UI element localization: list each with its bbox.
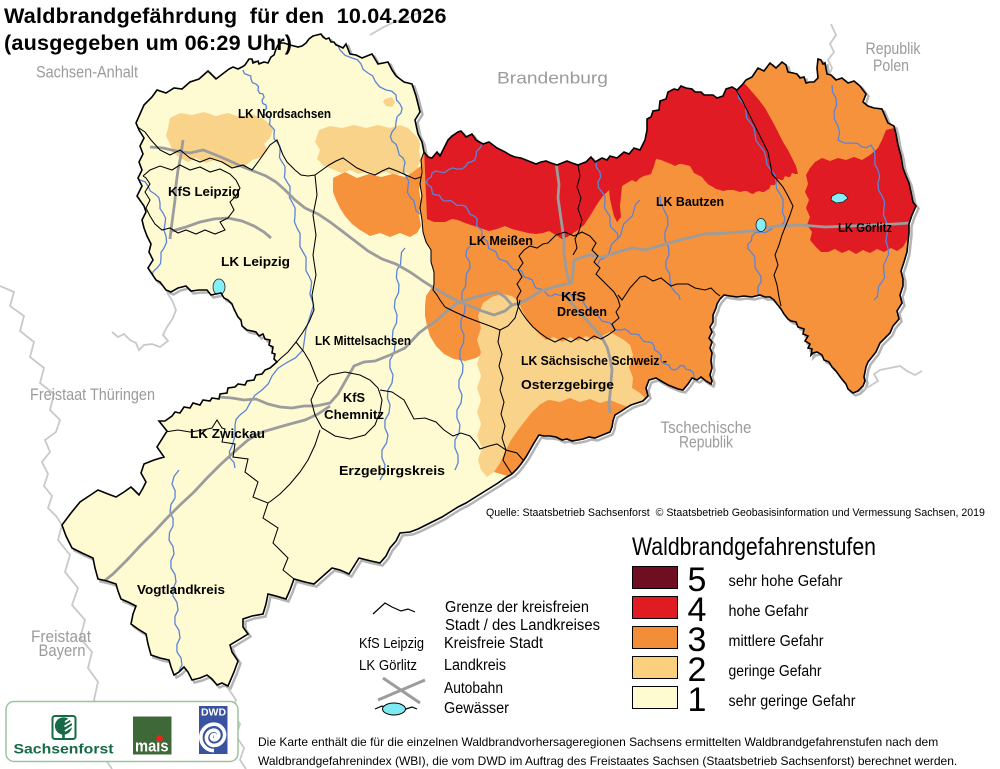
svg-text:Osterzgebirge: Osterzgebirge	[521, 377, 614, 392]
svg-text:Erzgebirgskreis: Erzgebirgskreis	[339, 463, 445, 478]
svg-text:LK Nordsachsen: LK Nordsachsen	[238, 106, 331, 121]
svg-text:Sachsenforst: Sachsenforst	[14, 742, 115, 757]
svg-text:sehr hohe Gefahr: sehr hohe Gefahr	[729, 573, 843, 590]
svg-text:Republik: Republik	[866, 39, 921, 58]
svg-text:Bayern: Bayern	[39, 641, 86, 660]
svg-text:3: 3	[688, 621, 707, 659]
svg-text:Freistaat: Freistaat	[31, 627, 91, 646]
svg-text:Grenze der kreisfreien: Grenze der kreisfreien	[445, 599, 589, 616]
svg-text:KfS Leipzig: KfS Leipzig	[168, 184, 240, 199]
svg-text:Waldbrandgefahrenstufen: Waldbrandgefahrenstufen	[632, 533, 876, 561]
svg-text:hohe Gefahr: hohe Gefahr	[729, 603, 809, 620]
svg-text:Polen: Polen	[873, 56, 909, 75]
svg-text:Brandenburg: Brandenburg	[497, 69, 608, 88]
svg-text:Tschechische: Tschechische	[661, 418, 752, 437]
svg-text:Autobahn: Autobahn	[444, 680, 503, 697]
svg-text:LK Görlitz: LK Görlitz	[838, 220, 892, 235]
svg-text:KfS: KfS	[561, 289, 586, 304]
svg-text:5: 5	[688, 561, 707, 599]
svg-text:KfS Leipzig: KfS Leipzig	[359, 635, 424, 652]
svg-text:DWD: DWD	[201, 707, 226, 719]
svg-text:mittlere Gefahr: mittlere Gefahr	[729, 633, 824, 650]
svg-text:LK Meißen: LK Meißen	[469, 233, 533, 248]
svg-text:LK Görlitz: LK Görlitz	[359, 657, 417, 674]
svg-text:KfS: KfS	[343, 390, 365, 405]
svg-text:LK Zwickau: LK Zwickau	[190, 426, 265, 441]
svg-text:LK Sächsische Schweiz -: LK Sächsische Schweiz -	[521, 353, 667, 368]
svg-text:Dresden: Dresden	[557, 304, 607, 319]
svg-text:sehr geringe Gefahr: sehr geringe Gefahr	[729, 693, 856, 710]
svg-text:geringe Gefahr: geringe Gefahr	[729, 663, 822, 680]
svg-text:Landkreis: Landkreis	[444, 657, 506, 674]
svg-text:LK Leipzig: LK Leipzig	[221, 254, 290, 269]
svg-text:LK Mittelsachsen: LK Mittelsachsen	[315, 333, 411, 348]
svg-text:1: 1	[688, 681, 707, 719]
svg-text:4: 4	[688, 591, 707, 629]
svg-text:Republik: Republik	[679, 433, 733, 452]
svg-text:2: 2	[688, 651, 707, 689]
svg-text:Gewässer: Gewässer	[444, 700, 509, 717]
svg-text:Chemnitz: Chemnitz	[324, 407, 385, 422]
svg-text:Stadt / des Landkreises: Stadt / des Landkreises	[445, 617, 600, 634]
svg-text:Freistaat Thüringen: Freistaat Thüringen	[30, 385, 155, 404]
svg-text:Vogtlandkreis: Vogtlandkreis	[137, 582, 225, 597]
svg-text:mais: mais	[135, 738, 169, 756]
svg-text:Kreisfreie Stadt: Kreisfreie Stadt	[444, 635, 544, 652]
svg-text:Sachsen-Anhalt: Sachsen-Anhalt	[36, 63, 138, 82]
svg-text:LK Bautzen: LK Bautzen	[656, 194, 724, 209]
